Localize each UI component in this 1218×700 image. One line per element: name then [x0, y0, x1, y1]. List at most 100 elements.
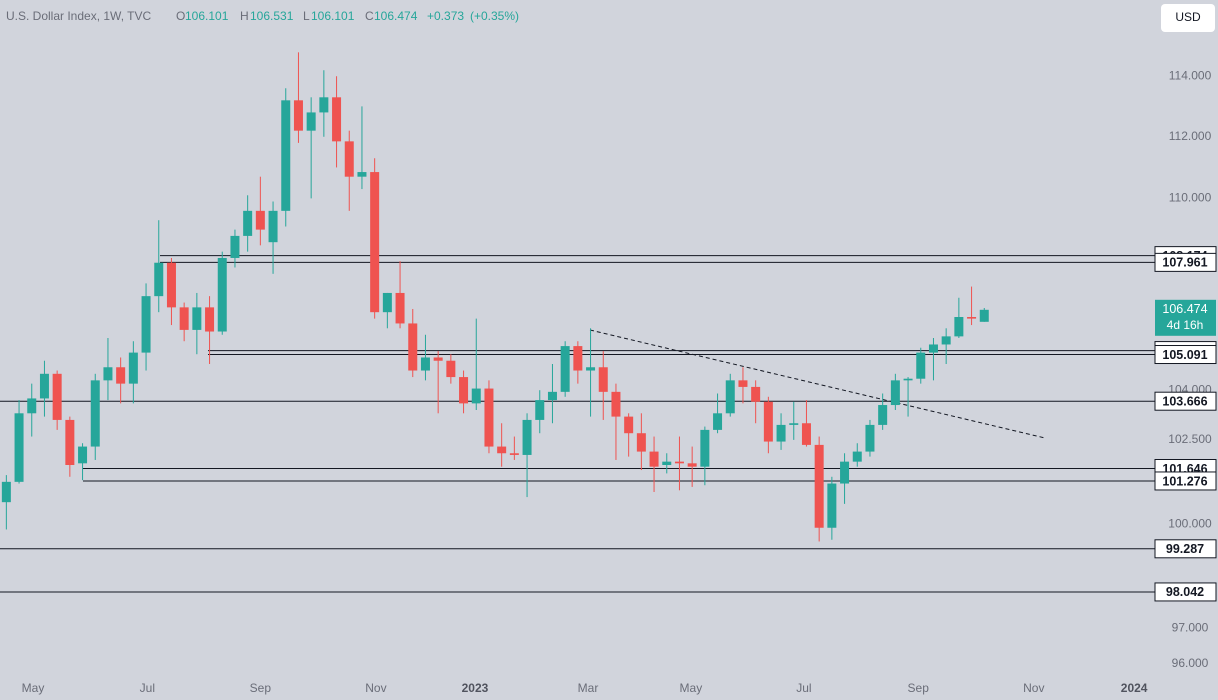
candle-body — [128, 352, 138, 384]
candle-body — [268, 210, 278, 243]
candle-body — [801, 423, 811, 445]
candle-body — [814, 444, 824, 528]
low-label: L — [303, 9, 310, 23]
candle-body — [255, 210, 265, 230]
candle-body — [535, 400, 545, 420]
candle-body — [928, 344, 938, 353]
candle-body — [154, 262, 164, 297]
candle-body — [954, 317, 964, 337]
level-label-box — [1154, 539, 1217, 559]
candle-body — [230, 235, 240, 258]
candle-body — [776, 424, 786, 442]
y-tick-label: 97.000 — [1172, 621, 1209, 635]
candle-body — [52, 373, 62, 420]
level-label-box — [1154, 582, 1217, 602]
candle-body — [497, 446, 507, 454]
level-label-box — [1154, 471, 1217, 491]
candle-body — [916, 352, 926, 379]
candle-body — [611, 391, 621, 417]
level-label: 105.091 — [1162, 348, 1207, 362]
candle-body — [979, 309, 989, 322]
change-pct: (+0.35%) — [470, 9, 519, 23]
candle-body — [357, 172, 367, 177]
candle-body — [319, 97, 329, 113]
y-tick-label: 112.000 — [1169, 129, 1212, 143]
candle-body — [522, 419, 532, 455]
candle-body — [789, 423, 799, 425]
trend-line — [589, 329, 1046, 439]
currency-label[interactable]: USD — [1175, 10, 1201, 24]
high-label: H — [240, 9, 249, 23]
x-tick-label: May — [680, 681, 703, 695]
candle-body — [624, 416, 634, 434]
candle-body — [433, 357, 443, 361]
x-tick-label: Sep — [908, 681, 930, 695]
level-label-box — [1154, 252, 1217, 272]
candle-body — [941, 336, 951, 345]
candle-body — [865, 424, 875, 452]
candle-body — [205, 307, 215, 332]
level-label-box — [1154, 391, 1217, 411]
x-tick-label: Jul — [140, 681, 155, 695]
y-tick-label: 102.500 — [1168, 432, 1212, 446]
x-tick-label: Nov — [1023, 681, 1044, 695]
level-label: 107.961 — [1162, 256, 1207, 270]
currency-button[interactable] — [1161, 4, 1215, 32]
change: +0.373 — [427, 9, 464, 23]
candle-body — [840, 461, 850, 484]
candle-body — [141, 296, 151, 353]
candle-body — [78, 446, 88, 464]
candle-body — [116, 367, 126, 384]
candle-body — [408, 323, 418, 371]
candle-body — [763, 401, 773, 442]
level-label: 99.287 — [1166, 542, 1204, 556]
candle-body — [39, 373, 49, 399]
candle-body — [636, 433, 646, 452]
candle-body — [1, 481, 11, 503]
x-tick-label: Nov — [365, 681, 386, 695]
candle-body — [484, 388, 494, 447]
level-label-box — [1154, 345, 1217, 365]
candle-body — [14, 413, 24, 482]
candle-body — [649, 451, 659, 467]
open-label: O — [176, 9, 185, 23]
candle-body — [192, 307, 202, 330]
candle-body — [217, 257, 227, 332]
candle-body — [725, 380, 735, 414]
close-value: 106.474 — [374, 9, 418, 23]
y-tick-label: 110.000 — [1169, 191, 1212, 205]
candle-body — [382, 292, 392, 313]
candle-body — [547, 391, 557, 401]
high-value: 106.531 — [250, 9, 294, 23]
candle-body — [967, 317, 977, 319]
candle-body — [560, 346, 570, 392]
x-tick-label: Jul — [796, 681, 811, 695]
candle-body — [890, 380, 900, 406]
candle-body — [573, 346, 583, 371]
candle-body — [586, 367, 596, 371]
level-label: 98.042 — [1166, 585, 1204, 599]
close-label: C — [365, 9, 374, 23]
candle-body — [370, 172, 380, 313]
candle-body — [674, 461, 684, 464]
candle-body — [852, 451, 862, 462]
x-tick-label: Mar — [578, 681, 599, 695]
candle-body — [293, 100, 303, 131]
candle-body — [687, 463, 697, 467]
open-value: 106.101 — [185, 9, 229, 23]
candle-body — [459, 377, 469, 404]
level-label: 103.666 — [1162, 394, 1207, 408]
candle-body — [700, 429, 710, 467]
last-price: 106.474 — [1162, 302, 1207, 316]
countdown: 4d 16h — [1167, 318, 1204, 332]
candle-body — [662, 461, 672, 466]
candle-body — [713, 413, 723, 430]
y-tick-label: 100.000 — [1168, 517, 1212, 531]
candle-body — [179, 307, 189, 330]
candle-body — [420, 357, 430, 371]
low-value: 106.101 — [311, 9, 355, 23]
x-tick-label: 2023 — [462, 681, 489, 695]
candle-body — [471, 388, 481, 404]
